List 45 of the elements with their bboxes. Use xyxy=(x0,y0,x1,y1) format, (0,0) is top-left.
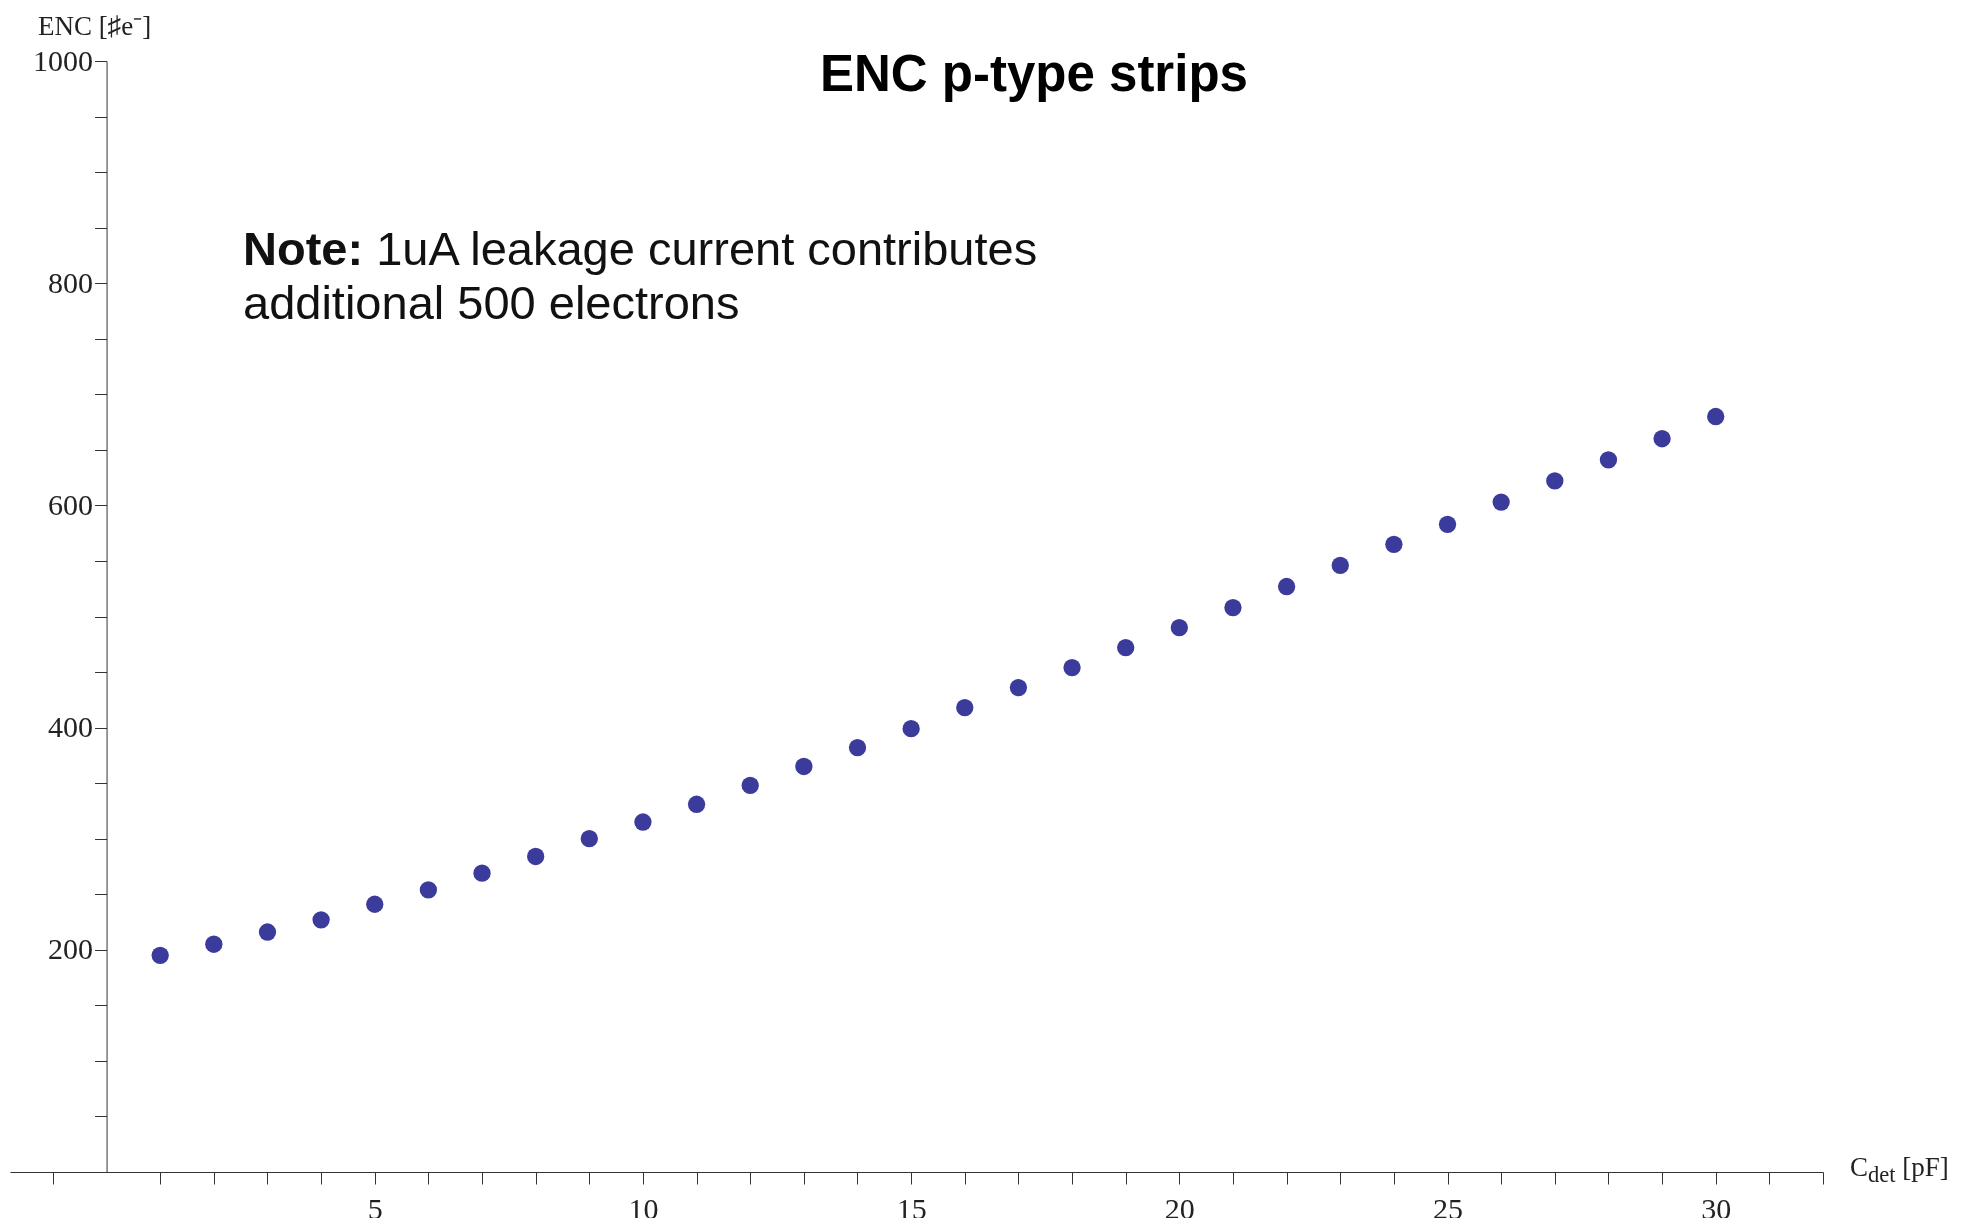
point xyxy=(473,864,491,882)
point xyxy=(419,881,438,899)
point xyxy=(580,830,598,848)
point xyxy=(634,813,652,831)
point xyxy=(258,923,277,941)
point xyxy=(741,776,759,795)
point xyxy=(1653,430,1671,448)
point xyxy=(687,795,706,813)
y-tick-label: 1000 xyxy=(33,43,94,77)
point xyxy=(1170,618,1188,637)
point xyxy=(1438,515,1457,533)
y-tick-label: 600 xyxy=(48,487,94,521)
point xyxy=(527,847,545,866)
point xyxy=(1224,598,1242,617)
point xyxy=(1063,658,1081,677)
point xyxy=(1385,535,1403,553)
y-tick-label: 200 xyxy=(48,932,94,966)
point xyxy=(956,698,974,717)
point xyxy=(902,720,920,738)
point xyxy=(1331,556,1349,575)
annotation: Note: 1uA leakage current contributes additional 500 electrons xyxy=(243,222,1039,331)
point xyxy=(1492,493,1510,511)
x-tick-label: 15 xyxy=(896,1191,927,1218)
point xyxy=(1009,678,1028,697)
y-tick-label: 800 xyxy=(48,265,94,299)
point xyxy=(366,895,384,913)
x-tick-label: 30 xyxy=(1701,1191,1732,1218)
point xyxy=(1599,451,1618,469)
x-tick-label: 25 xyxy=(1433,1191,1464,1218)
point xyxy=(1117,638,1135,657)
point xyxy=(1546,472,1564,490)
chart-title: ENC p-type strips xyxy=(820,45,1248,102)
x-tick-label: 5 xyxy=(367,1191,383,1218)
point xyxy=(1707,407,1725,426)
x-tick-label: 20 xyxy=(1164,1191,1195,1218)
point xyxy=(205,935,223,953)
x-tick-label: 10 xyxy=(628,1191,659,1218)
point xyxy=(1277,577,1296,596)
y-tick-label: 400 xyxy=(48,710,94,744)
y-axis-title: ENC [♯e⁻] xyxy=(38,10,152,43)
point xyxy=(848,738,867,757)
point xyxy=(151,946,169,964)
x-axis-title: C$_{det}$ [pF] xyxy=(1850,1152,1949,1189)
point xyxy=(312,911,330,929)
point xyxy=(795,757,813,776)
